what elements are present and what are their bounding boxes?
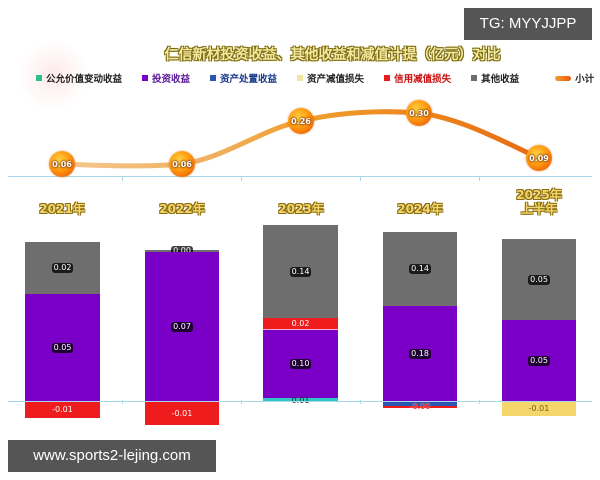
axis-tick — [479, 400, 480, 404]
segment-label: 0.05 — [51, 342, 74, 353]
bar-segment-credit-impairment[interactable]: -0.01 — [25, 402, 100, 418]
axis-tick — [241, 177, 242, 181]
bar-segment-other-income[interactable]: 0.02 — [25, 242, 100, 294]
segment-label: -0.01 — [52, 405, 73, 414]
bar-segment-credit-impairment[interactable]: -0.00 — [383, 402, 457, 411]
bar-segment-asset-disposal[interactable] — [383, 402, 457, 406]
chart-legend: 公允价值变动收益 投资收益 资产处置收益 资产减值损失 信用减值损失 其他收益 … — [36, 71, 600, 85]
legend-swatch-icon — [142, 75, 149, 81]
axis-tick — [122, 177, 123, 181]
legend-item-asset-impairment[interactable]: 资产减值损失 — [297, 71, 364, 85]
watermark-url: www.sports2-lejing.com — [8, 440, 216, 472]
segment-label: 0.05 — [528, 355, 550, 366]
legend-swatch-icon — [36, 75, 42, 81]
segment-label: -0.01 — [528, 404, 550, 413]
year-label-text: 2022年 — [159, 202, 205, 216]
bar-axis — [8, 401, 592, 402]
legend-label: 信用减值损失 — [394, 74, 452, 85]
subtotal-point: 0.09 — [526, 145, 552, 171]
decorative-glow — [18, 40, 88, 110]
segment-label: -0.00 — [409, 402, 431, 411]
segment-label: -0.01 — [171, 408, 193, 418]
subtotal-point: 0.30 — [406, 100, 432, 126]
segment-label: 0.14 — [289, 266, 312, 277]
year-label-text: 2025年 — [516, 188, 562, 202]
year-label: 2021年 — [12, 202, 112, 216]
legend-item-other-income[interactable]: 其他收益 — [471, 71, 519, 85]
segment-label: 0.05 — [528, 274, 550, 285]
legend-swatch-icon — [384, 75, 391, 81]
segment-label: 0.00 — [171, 246, 193, 256]
legend-swatch-icon — [210, 75, 217, 81]
segment-label: 0.14 — [409, 264, 431, 274]
bar-segment-other-income[interactable]: 0.14 — [383, 232, 457, 306]
legend-item-subtotal[interactable]: 小计 — [555, 71, 594, 85]
line-axis — [8, 176, 592, 177]
axis-tick — [241, 400, 242, 404]
chart-title: 仁信新材投资收益、其他收益和减值计提（亿元）对比 — [164, 47, 501, 63]
watermark-tg: TG: MYYJJPP — [464, 8, 592, 40]
bar-segment-investment[interactable]: 0.05 — [25, 294, 100, 401]
bar-segment-fair-value[interactable]: 0.01 — [263, 396, 338, 405]
bar-segment-other-income[interactable]: 0.05 — [502, 239, 576, 320]
year-label: 2022年 — [132, 202, 232, 216]
bar-segment-investment[interactable]: 0.18 — [383, 306, 457, 401]
year-label: 2024年 — [370, 202, 470, 216]
legend-item-asset-disposal[interactable]: 资产处置收益 — [210, 71, 277, 85]
legend-label: 资产减值损失 — [307, 74, 365, 85]
segment-label: 0.02 — [291, 318, 310, 328]
axis-tick — [360, 177, 361, 181]
segment-label: 0.01 — [291, 395, 310, 405]
legend-label: 投资收益 — [152, 74, 191, 85]
legend-swatch-icon — [297, 75, 304, 81]
subtotal-point: 0.06 — [49, 151, 75, 177]
year-label-text: 上半年 — [520, 202, 557, 216]
legend-swatch-icon — [471, 75, 478, 81]
year-label: 2025年 上半年 — [489, 188, 589, 216]
legend-label: 公允价值变动收益 — [46, 74, 123, 85]
segment-label: 0.02 — [51, 263, 74, 273]
year-label: 2023年 — [251, 202, 351, 216]
segment-label: 0.07 — [171, 321, 193, 332]
axis-tick — [479, 177, 480, 181]
subtotal-point: 0.26 — [288, 108, 314, 134]
legend-item-credit-impairment[interactable]: 信用减值损失 — [384, 71, 451, 85]
bar-segment-other-income[interactable]: 0.00 — [145, 246, 219, 256]
year-label-text: 2024年 — [397, 202, 443, 216]
axis-tick — [122, 400, 123, 404]
year-label-text: 2021年 — [39, 202, 85, 216]
bar-segment-investment[interactable]: 0.10 — [263, 330, 338, 398]
legend-item-investment[interactable]: 投资收益 — [142, 71, 190, 85]
legend-label: 小计 — [575, 74, 595, 85]
segment-label: 0.18 — [409, 348, 431, 359]
bar-segment-credit-impairment[interactable]: -0.01 — [145, 402, 219, 425]
segment-label: 0.10 — [289, 359, 312, 369]
legend-line-icon — [555, 75, 572, 81]
legend-label: 资产处置收益 — [220, 74, 278, 85]
bar-segment-investment[interactable]: 0.07 — [145, 252, 219, 401]
subtotal-point: 0.06 — [169, 151, 195, 177]
bar-segment-asset-impairment[interactable]: -0.01 — [502, 402, 576, 416]
legend-item-fair-value[interactable]: 公允价值变动收益 — [36, 71, 122, 85]
legend-label: 其他收益 — [481, 74, 520, 85]
axis-tick — [360, 400, 361, 404]
bar-segment-investment[interactable]: 0.05 — [502, 320, 576, 401]
bar-segment-credit-impairment[interactable]: 0.02 — [263, 318, 338, 330]
year-label-text: 2023年 — [278, 202, 324, 216]
bar-segment-other-income[interactable]: 0.14 — [263, 225, 338, 318]
